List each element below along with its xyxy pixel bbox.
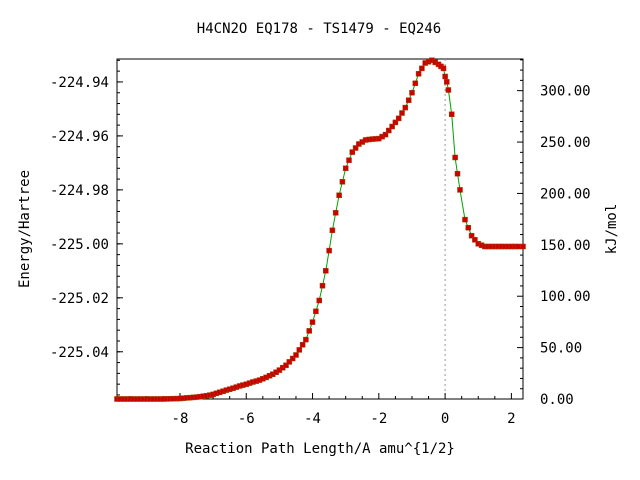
data-point (346, 157, 352, 163)
data-point (399, 110, 405, 116)
data-point (313, 308, 319, 315)
data-point (440, 65, 447, 72)
energy-path-line (117, 59, 523, 400)
data-point (515, 243, 521, 250)
y-tick-label: -225.02 (50, 291, 109, 307)
data-point (395, 115, 402, 122)
data-point (342, 165, 349, 172)
data-point (452, 154, 458, 161)
data-point (386, 127, 392, 134)
data-point (332, 210, 339, 216)
chart-title: H4CN2O EQ178 - TS1479 - EQ246 (197, 21, 441, 37)
data-point (289, 355, 296, 362)
plot-frame (116, 58, 524, 400)
y-tick-label: -225.04 (50, 345, 109, 361)
data-point (306, 328, 312, 334)
y-tick-label: -224.94 (50, 75, 109, 91)
y2-axis-label: kJ/mol (604, 204, 620, 255)
y2-tick-label: 300.00 (540, 84, 591, 100)
x-tick-label: 2 (507, 411, 515, 427)
data-point (409, 89, 415, 96)
data-point (445, 87, 452, 93)
data-point (309, 319, 316, 325)
data-point (293, 352, 299, 358)
data-point (392, 119, 399, 126)
y2-tick-label: 250.00 (540, 135, 591, 151)
x-tick-label: -4 (304, 411, 321, 427)
y-tick-label: -225.00 (50, 237, 109, 253)
data-point (299, 342, 306, 348)
data-point (448, 111, 455, 118)
data-point (419, 65, 425, 72)
y2-tick-label: 50.00 (540, 341, 582, 357)
data-point (319, 282, 326, 289)
x-tick-label: 0 (441, 411, 449, 427)
data-point (454, 170, 461, 177)
x-tick-label: -2 (370, 411, 387, 427)
data-point (402, 104, 409, 111)
data-point (336, 192, 342, 199)
data-point (468, 232, 475, 239)
data-point (412, 80, 419, 87)
y-axis-label: Energy/Hartree (17, 170, 33, 288)
data-point (415, 71, 422, 77)
y-tick-label: -224.96 (50, 129, 109, 145)
x-tick-label: -8 (172, 411, 189, 427)
data-point (405, 97, 412, 103)
y2-tick-label: 150.00 (540, 238, 591, 254)
y2-tick-label: 0.00 (540, 392, 574, 408)
y-tick-label: -224.98 (50, 183, 109, 199)
data-point (457, 187, 463, 193)
data-point (352, 145, 359, 151)
data-point (323, 268, 329, 274)
data-point (444, 79, 450, 85)
data-point (389, 123, 395, 130)
data-point (329, 227, 336, 234)
x-axis-label: Reaction Path Length/A amu^{1/2} (185, 441, 455, 457)
data-point (303, 336, 309, 343)
x-tick-label: -6 (238, 411, 255, 427)
data-point (296, 347, 303, 353)
data-point (462, 216, 468, 223)
y2-tick-label: 200.00 (540, 186, 591, 202)
data-point (286, 359, 293, 365)
data-point (472, 237, 478, 243)
y2-tick-label: 100.00 (540, 289, 591, 305)
data-point (339, 179, 346, 185)
data-point (316, 297, 322, 304)
data-point (520, 243, 526, 250)
data-point (326, 247, 332, 254)
data-point (442, 73, 448, 80)
data-point (349, 149, 356, 155)
data-point (283, 362, 289, 369)
data-point (465, 224, 472, 231)
data-point (382, 131, 389, 138)
